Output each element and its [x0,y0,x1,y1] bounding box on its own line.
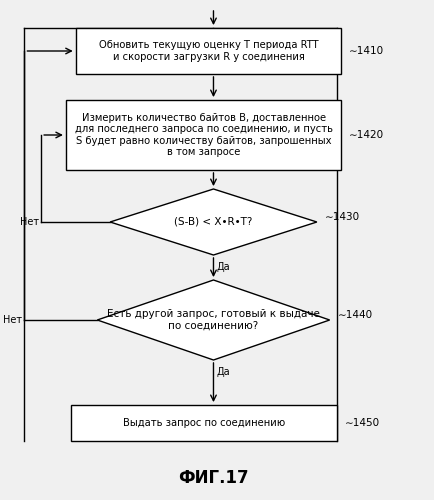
Text: Нет: Нет [3,315,23,325]
Text: Да: Да [216,367,230,377]
Text: ФИГ.17: ФИГ.17 [178,469,248,487]
Text: ∼1430: ∼1430 [324,212,359,222]
Text: ∼1420: ∼1420 [349,130,384,140]
Text: ∼1450: ∼1450 [344,418,379,428]
FancyBboxPatch shape [76,28,341,74]
Text: ∼1440: ∼1440 [337,310,372,320]
Text: Обновить текущую оценку Т периода RTT
и скорости загрузки R у соединения: Обновить текущую оценку Т периода RTT и … [99,40,318,62]
Text: Выдать запрос по соединению: Выдать запрос по соединению [122,418,284,428]
Text: (S-B) < X•R•T?: (S-B) < X•R•T? [174,217,252,227]
Polygon shape [110,189,316,255]
Text: Нет: Нет [20,217,39,227]
Polygon shape [97,280,329,360]
Text: ∼1410: ∼1410 [349,46,384,56]
FancyBboxPatch shape [71,405,336,441]
Text: Измерить количество байтов В, доставленное
для последнего запроса по соединению,: Измерить количество байтов В, доставленн… [75,112,332,158]
FancyBboxPatch shape [66,100,341,170]
Text: Да: Да [216,262,230,272]
Text: Есть другой запрос, готовый к выдаче
по соединению?: Есть другой запрос, готовый к выдаче по … [107,309,319,331]
